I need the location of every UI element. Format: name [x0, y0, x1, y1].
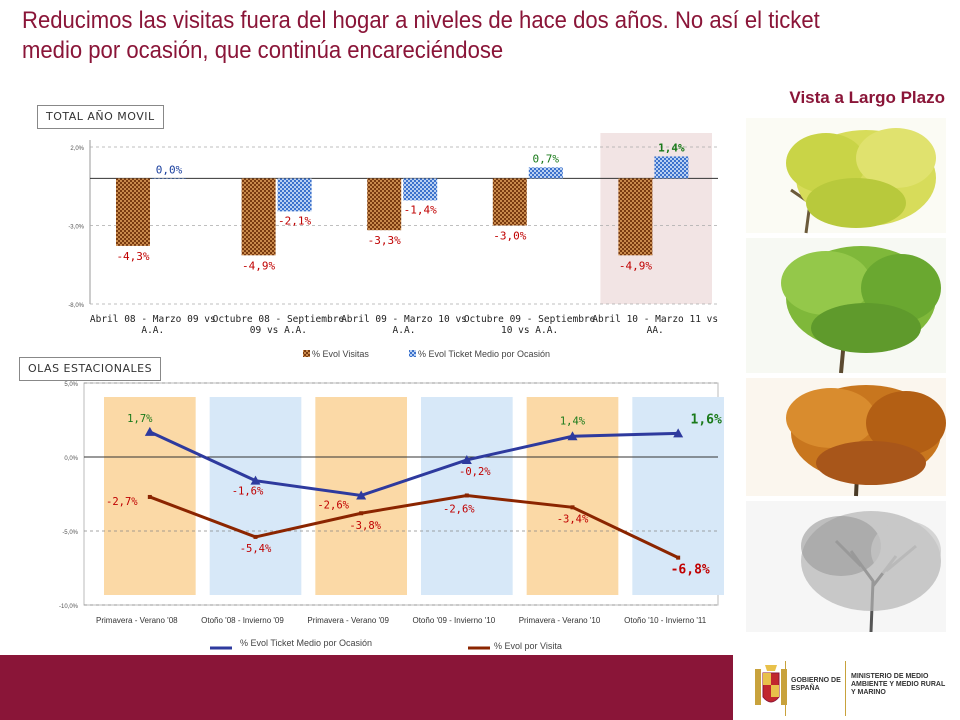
y-tick-label: -5,0% [62, 530, 78, 536]
seasonal-trees-image [746, 118, 946, 632]
bar-visitas [241, 178, 276, 256]
point-marker-ticket [144, 426, 155, 436]
tree-autumn-icon [746, 378, 946, 497]
season-band [526, 397, 619, 595]
bar-ticket [654, 156, 689, 179]
bar-visitas [492, 178, 527, 226]
point-marker-visita [147, 494, 152, 499]
x-category-label: 09 vs A.A. [250, 325, 307, 336]
season-band [315, 397, 407, 595]
data-label-visitas: -4,9% [242, 259, 275, 272]
x-category-label: Octubre 09 - Septiembre [464, 314, 596, 325]
point-marker-visita [464, 493, 469, 498]
series-line-ticket [149, 430, 679, 498]
legend-label-ticket: % Evol Ticket Medio por Ocasión [418, 349, 550, 359]
x-category-label: A.A. [393, 325, 416, 336]
x-category-label: Otoño '08 - Invierno '09 [201, 616, 284, 625]
legend-label-visita: % Evol por Visita [494, 641, 562, 651]
point-marker-ticket [567, 431, 578, 441]
point-marker-visita [359, 511, 364, 516]
series-line-visita [149, 493, 679, 559]
data-label-ticket: -2,6% [317, 499, 349, 511]
season-band [209, 397, 302, 595]
page-title: Reducimos las visitas fuera del hogar a … [22, 7, 820, 64]
ministry-label: MINISTERIO DE MEDIO AMBIENTE Y MEDIO RUR… [851, 673, 946, 696]
legend-swatch-ticket [409, 350, 416, 357]
data-label-visita: -5,4% [240, 543, 272, 555]
point-marker-ticket [250, 475, 261, 485]
x-category-label: Otoño '09 - Invierno '10 [412, 616, 495, 625]
y-tick-label: -10,0% [59, 604, 79, 610]
tree-summer-icon [746, 238, 946, 374]
x-category-label: Primavera - Verano '08 [96, 616, 178, 625]
point-marker-visita [676, 555, 681, 560]
data-label-visita: -6,8% [671, 563, 710, 578]
legend-label-visitas: % Evol Visitas [312, 349, 369, 359]
highlight-band [600, 133, 712, 304]
x-category-label: Primavera - Verano '10 [519, 616, 601, 625]
tree-winter-icon [746, 501, 946, 632]
bar-ticket [277, 178, 312, 212]
data-label-visitas: -4,3% [116, 250, 149, 263]
bar-ticket [403, 178, 438, 201]
plot-frame [83, 382, 719, 606]
data-label-visita: -3,8% [349, 520, 381, 532]
x-category-label: Abril 10 - Marzo 11 vs [592, 314, 718, 325]
x-category-label: Octubre 08 - Septiembre [213, 314, 345, 325]
data-label-visita: -3,4% [557, 513, 589, 525]
y-tick-label: 5,0% [64, 382, 78, 388]
bar-ticket [528, 167, 563, 179]
x-category-label: Otoño '10 - Invierno '11 [624, 616, 707, 625]
data-label-ticket: 1,7% [127, 413, 153, 425]
point-marker-ticket [461, 454, 472, 464]
point-marker-visita [253, 534, 258, 539]
x-category-label: Primavera - Verano '09 [307, 616, 389, 625]
x-category-label: A.A. [141, 325, 164, 336]
data-label-visita: -2,7% [106, 496, 138, 508]
point-marker-ticket [673, 428, 684, 438]
bar-visitas [618, 178, 653, 256]
y-tick-label: -3,0% [68, 225, 84, 231]
data-label-visitas: -3,3% [368, 234, 401, 247]
bar-visitas [367, 178, 402, 231]
x-category-label: Abril 08 - Marzo 09 vs [90, 314, 216, 325]
data-label-ticket: -2,1% [278, 214, 311, 227]
data-label-ticket: -1,4% [404, 203, 437, 216]
x-category-label: Abril 09 - Marzo 10 vs [341, 314, 467, 325]
season-band [632, 397, 724, 595]
legend-label-ticket: % Evol Ticket Medio por Ocasión [240, 638, 372, 648]
gov-label: GOBIERNO DE ESPAÑA [791, 677, 841, 692]
tree-spring-icon [746, 118, 946, 234]
data-label-ticket: -0,2% [459, 466, 491, 478]
data-label-ticket: 1,6% [691, 412, 722, 427]
x-category-label: AA. [647, 325, 664, 336]
government-logo-area: GOBIERNO DE ESPAÑA MINISTERIO DE MEDIO A… [733, 655, 960, 720]
page-subtitle: Vista a Largo Plazo [789, 88, 945, 107]
point-marker-visita [570, 505, 575, 510]
data-label-ticket: -1,6% [232, 486, 264, 498]
data-label-ticket: 1,4% [658, 141, 685, 154]
chart1-label: TOTAL AÑO MOVIL [37, 105, 164, 129]
data-label-ticket: 1,4% [560, 415, 586, 427]
data-label-ticket: 0,7% [533, 152, 560, 165]
data-label-visitas: -3,0% [493, 230, 526, 243]
x-category-label: 10 vs A.A. [501, 325, 558, 336]
bar-ticket [152, 178, 186, 179]
y-tick-label: 2,0% [70, 146, 84, 152]
chart2-label: OLAS ESTACIONALES [19, 357, 162, 381]
data-label-visitas: -4,9% [619, 259, 652, 272]
coat-of-arms-icon [755, 665, 787, 705]
season-band [104, 397, 196, 595]
data-label-visita: -2,6% [443, 503, 475, 515]
season-band [421, 397, 513, 595]
y-tick-label: 0,0% [64, 456, 78, 462]
y-tick-label: -8,0% [68, 303, 84, 309]
point-marker-ticket [356, 490, 367, 500]
legend-swatch-visitas [303, 350, 310, 357]
data-label-ticket: 0,0% [156, 163, 183, 176]
bar-visitas [116, 178, 150, 246]
